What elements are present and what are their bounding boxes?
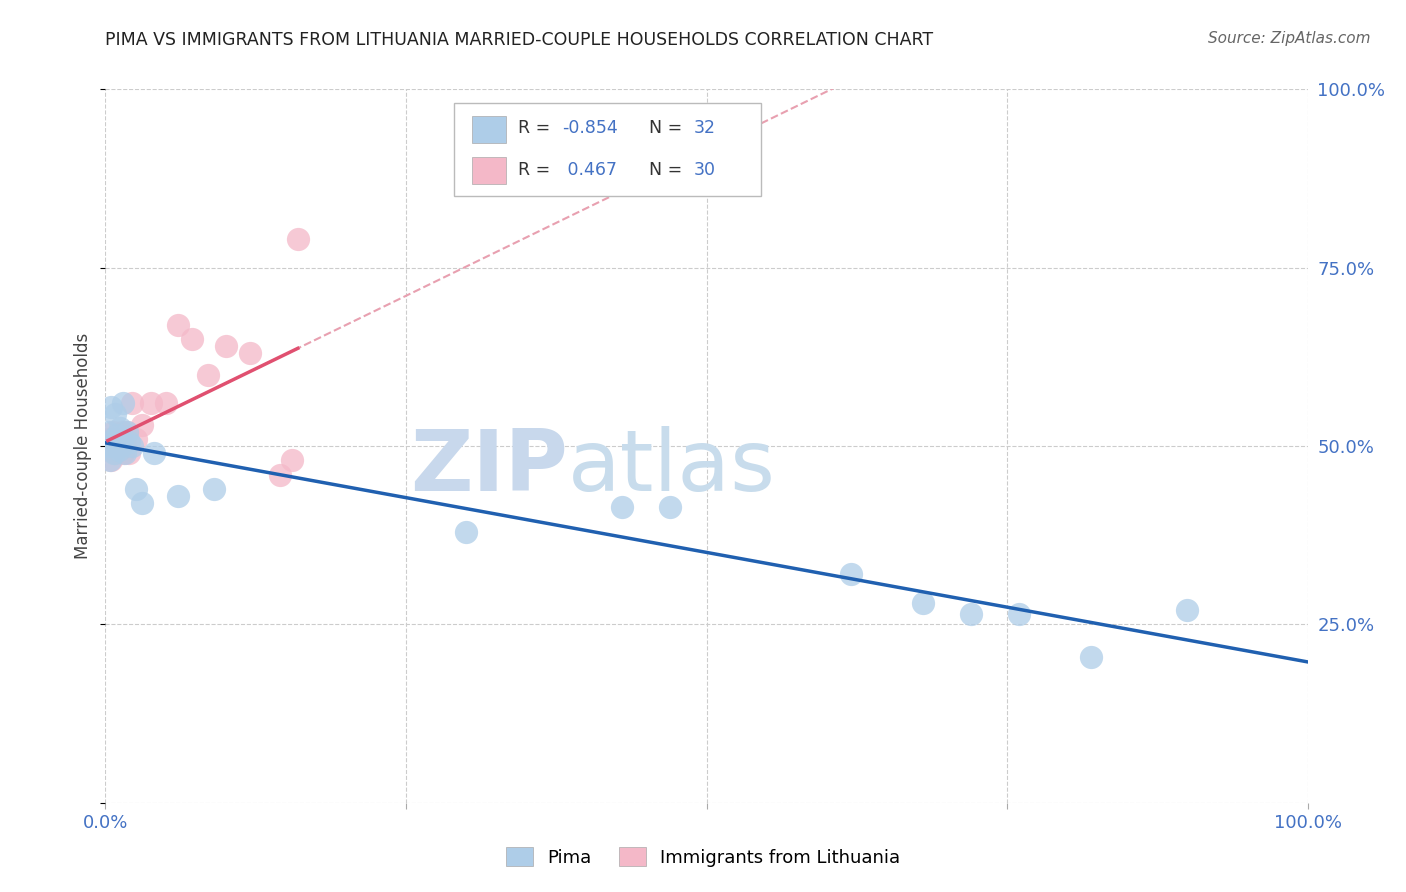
Point bbox=[107, 428, 129, 442]
Point bbox=[101, 425, 124, 439]
Point bbox=[659, 500, 682, 514]
Text: -0.854: -0.854 bbox=[562, 120, 619, 137]
Point bbox=[287, 232, 309, 246]
Point bbox=[110, 439, 132, 453]
Text: 30: 30 bbox=[693, 161, 716, 178]
Point bbox=[612, 500, 634, 514]
Text: R =: R = bbox=[517, 161, 555, 178]
Point bbox=[197, 368, 219, 382]
Point bbox=[121, 396, 143, 410]
Point bbox=[139, 396, 162, 410]
Point bbox=[181, 332, 204, 346]
Point bbox=[105, 432, 128, 446]
Point bbox=[1175, 603, 1198, 617]
Point bbox=[98, 439, 121, 453]
Text: R =: R = bbox=[517, 120, 555, 137]
Point bbox=[98, 432, 121, 446]
Point bbox=[107, 428, 129, 442]
Point bbox=[124, 482, 146, 496]
Point bbox=[121, 439, 143, 453]
Point bbox=[155, 396, 177, 410]
Point bbox=[1008, 607, 1031, 621]
Point bbox=[124, 432, 146, 446]
Point bbox=[911, 596, 934, 610]
Point bbox=[108, 421, 131, 435]
Point bbox=[131, 417, 153, 432]
Point bbox=[103, 439, 125, 453]
Point bbox=[100, 400, 122, 414]
Point bbox=[112, 396, 135, 410]
Point bbox=[114, 435, 136, 450]
Point bbox=[118, 446, 141, 460]
Point bbox=[454, 524, 477, 539]
Point bbox=[214, 339, 236, 353]
Point bbox=[202, 482, 225, 496]
Text: Source: ZipAtlas.com: Source: ZipAtlas.com bbox=[1208, 31, 1371, 46]
FancyBboxPatch shape bbox=[454, 103, 761, 196]
Text: N =: N = bbox=[638, 161, 688, 178]
Point bbox=[111, 435, 134, 450]
Text: 0.467: 0.467 bbox=[562, 161, 617, 178]
Point bbox=[239, 346, 262, 360]
Text: ZIP: ZIP bbox=[411, 425, 568, 509]
Point bbox=[269, 467, 291, 482]
Point bbox=[97, 439, 120, 453]
Point bbox=[142, 446, 165, 460]
Bar bbox=[472, 116, 506, 143]
Point bbox=[281, 453, 304, 467]
Point bbox=[166, 318, 188, 332]
Y-axis label: Married-couple Households: Married-couple Households bbox=[75, 333, 93, 559]
Point bbox=[108, 442, 131, 457]
Point bbox=[131, 496, 153, 510]
Point bbox=[104, 407, 127, 421]
Point bbox=[112, 446, 135, 460]
Point bbox=[115, 425, 138, 439]
Point bbox=[101, 432, 124, 446]
Point bbox=[104, 446, 127, 460]
Point bbox=[98, 453, 121, 467]
Point bbox=[107, 435, 129, 450]
Point bbox=[107, 442, 129, 457]
Legend: Pima, Immigrants from Lithuania: Pima, Immigrants from Lithuania bbox=[499, 840, 907, 874]
Bar bbox=[472, 157, 506, 184]
Point bbox=[111, 425, 134, 439]
Point bbox=[100, 453, 122, 467]
Point bbox=[839, 567, 862, 582]
Point bbox=[105, 435, 128, 450]
Text: N =: N = bbox=[638, 120, 688, 137]
Point bbox=[118, 435, 141, 450]
Text: atlas: atlas bbox=[568, 425, 776, 509]
Point bbox=[115, 425, 138, 439]
Point bbox=[1080, 649, 1102, 664]
Text: 32: 32 bbox=[693, 120, 716, 137]
Point bbox=[114, 446, 136, 460]
Point bbox=[110, 439, 132, 453]
Point bbox=[166, 489, 188, 503]
Point bbox=[103, 446, 125, 460]
Point bbox=[98, 439, 121, 453]
Point bbox=[97, 425, 120, 439]
Point bbox=[960, 607, 983, 621]
Text: PIMA VS IMMIGRANTS FROM LITHUANIA MARRIED-COUPLE HOUSEHOLDS CORRELATION CHART: PIMA VS IMMIGRANTS FROM LITHUANIA MARRIE… bbox=[105, 31, 934, 49]
